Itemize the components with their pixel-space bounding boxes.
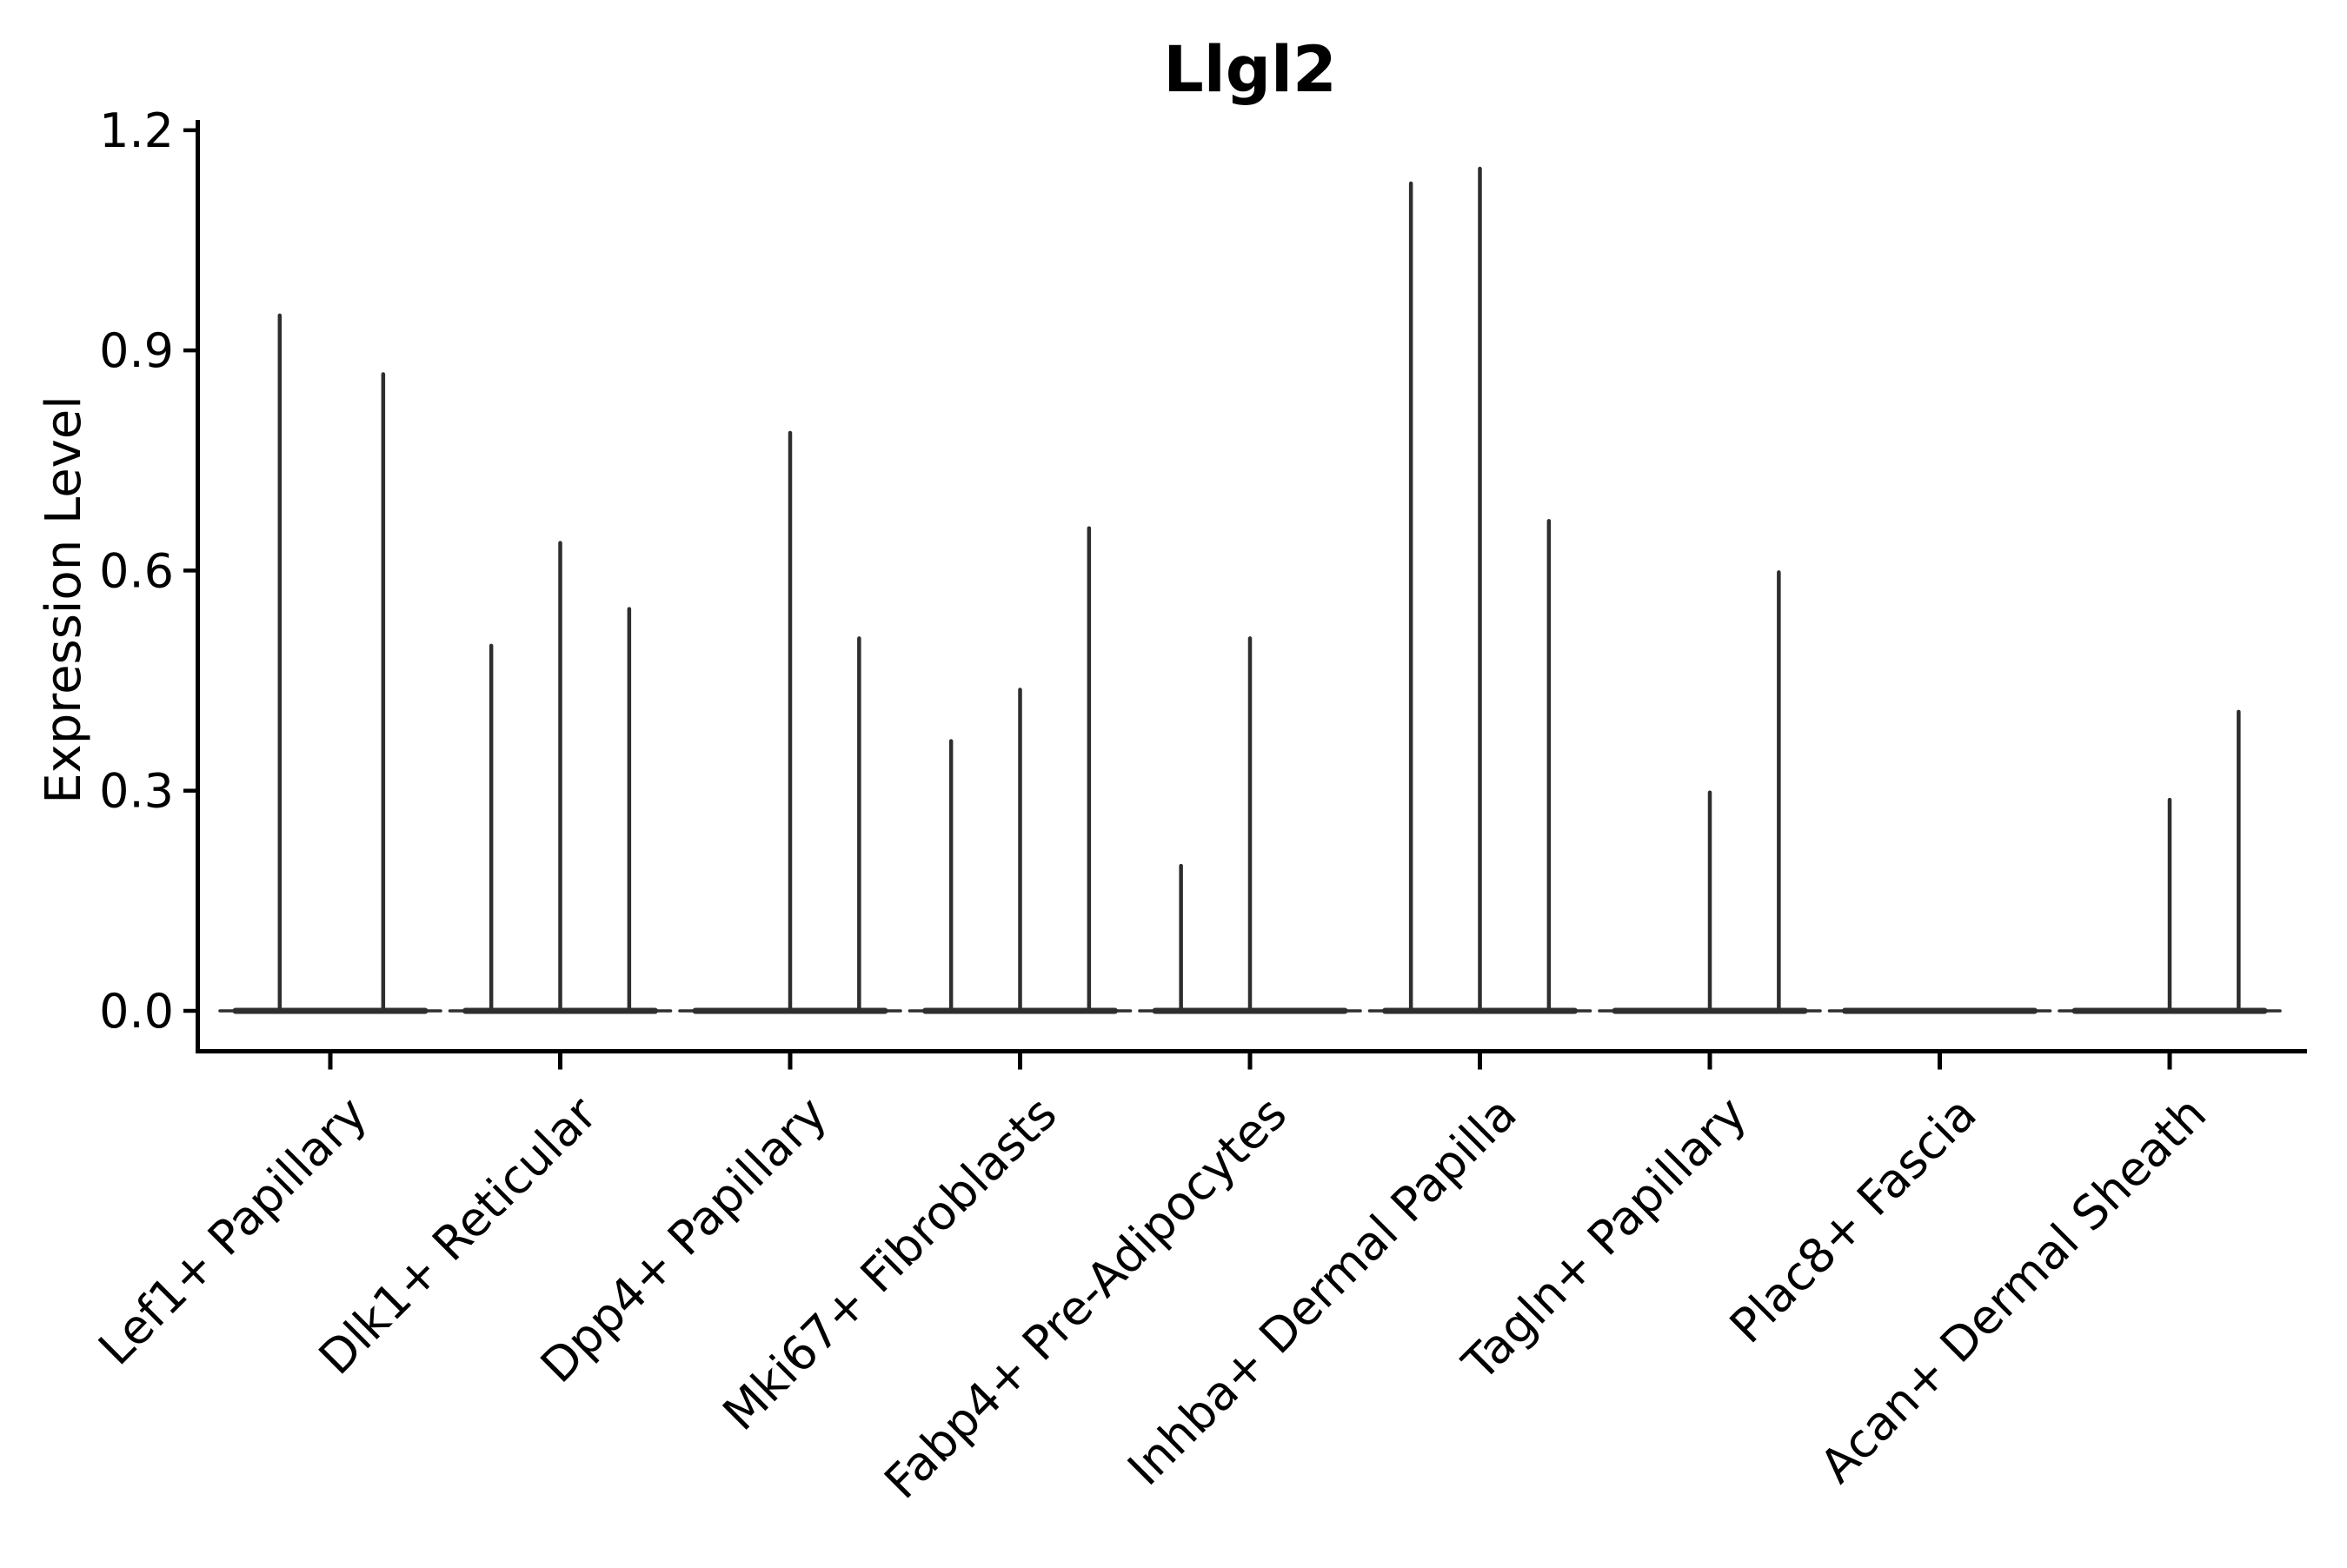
y-tick-label: 0.6 xyxy=(99,543,174,598)
x-tick-label: Fabp4+ Pre-Adipocytes xyxy=(874,1086,1297,1510)
chart-title: Llgl2 xyxy=(1163,33,1337,107)
x-tick-labels: Lef1+ Papillary Dlk1+ Reticular Dpp4+ Pa… xyxy=(88,1086,2217,1509)
y-axis-label: Expression Level xyxy=(36,395,92,804)
y-tick-label: 0.9 xyxy=(99,323,174,378)
y-tick-label: 0.3 xyxy=(99,764,174,819)
x-tick-label: Acan+ Dermal Sheath xyxy=(1810,1086,2217,1493)
y-tick-labels: 0.0 0.3 0.6 0.9 1.2 xyxy=(99,103,174,1039)
plot-layer xyxy=(183,120,2307,1070)
x-tick-label: Plac8+ Fascia xyxy=(1719,1086,1987,1354)
y-tick-label: 0.0 xyxy=(99,984,174,1039)
x-tick-label: Inhba+ Dermal Papilla xyxy=(1117,1086,1526,1496)
y-tick-label: 1.2 xyxy=(99,103,174,158)
